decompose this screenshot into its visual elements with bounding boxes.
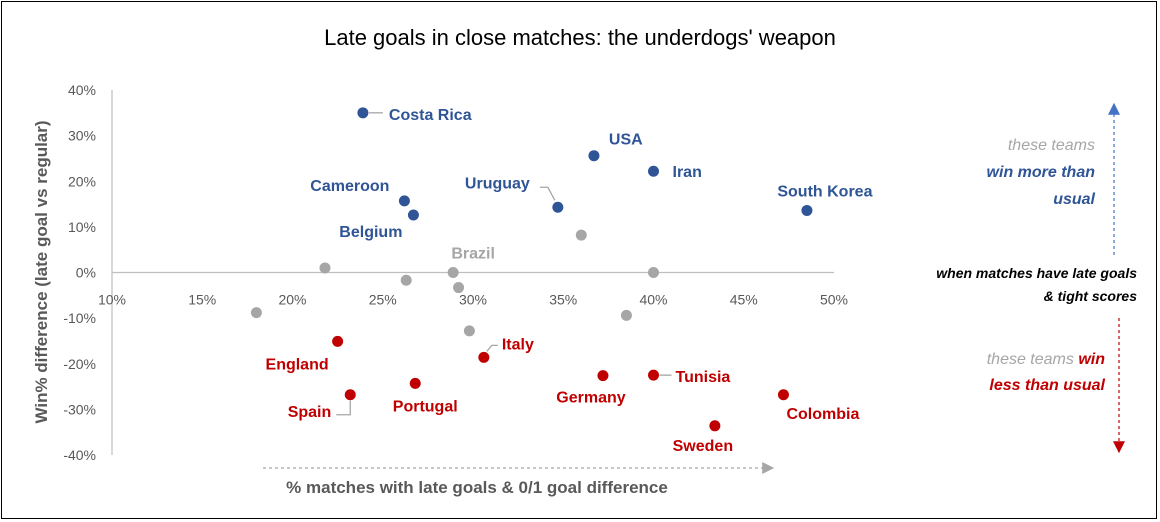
y-tick-label: -40% [63, 447, 96, 463]
point-label: Colombia [786, 406, 859, 423]
point-label: Belgium [339, 224, 402, 241]
point-label: England [266, 356, 329, 373]
annotation-bottom-line1: these teams win [987, 351, 1106, 368]
data-point [453, 282, 465, 294]
x-tick-label: 15% [188, 292, 216, 308]
y-tick-label: -30% [63, 401, 96, 417]
data-point [409, 377, 421, 389]
x-tick-label: 20% [278, 292, 306, 308]
y-tick-label: -10% [63, 310, 96, 326]
y-tick-label: 10% [68, 219, 96, 235]
tick-labels: 10% 15% 20% 25% 30% 35% 40% 45% 50%40%30%20%10%0… [63, 82, 848, 463]
x-tick-label: 10% [98, 292, 126, 308]
leader-lines [336, 112, 672, 416]
point-label: Cameroon [310, 178, 389, 195]
y-tick-label: -20% [63, 356, 96, 372]
chart-title: Late goals in close matches: the underdo… [324, 25, 836, 50]
point-label: Sweden [673, 438, 733, 455]
leader-line [539, 186, 556, 201]
point-label: Portugal [393, 398, 458, 415]
x-axis-label: % matches with late goals & 0/1 goal dif… [286, 478, 668, 497]
data-point [478, 351, 490, 363]
data-point [620, 309, 632, 321]
data-point [463, 325, 475, 337]
annotation-top-line1: these teams [1008, 137, 1095, 154]
annotation-middle-line2: & tight scores [1044, 288, 1138, 304]
x-tick-label: 35% [549, 292, 577, 308]
data-point [575, 229, 587, 241]
data-point [709, 420, 721, 432]
point-label: USA [609, 132, 643, 149]
annotation-bottom-line1-text: these teams [987, 351, 1079, 368]
data-point [400, 274, 412, 286]
x-tick-label: 25% [369, 292, 397, 308]
data-point [319, 262, 331, 274]
data-point [447, 267, 459, 278]
data-point [648, 369, 659, 381]
data-point [801, 204, 813, 216]
y-tick-label: 40% [68, 82, 96, 98]
data-point [407, 209, 419, 221]
y-tick-label: 0% [76, 265, 96, 281]
data-point [250, 307, 262, 319]
annotation-middle-line1: when matches have late goals [936, 265, 1137, 281]
data-point [344, 389, 356, 401]
point-label: Iran [673, 164, 702, 181]
point-label: Spain [288, 404, 332, 421]
x-tick-label: 45% [730, 292, 758, 308]
data-point [648, 267, 659, 278]
x-tick-label: 30% [459, 292, 487, 308]
x-tick-label: 50% [820, 292, 848, 308]
data-point [398, 195, 410, 207]
data-point [588, 150, 600, 162]
data-points [250, 107, 813, 432]
data-point [597, 370, 609, 382]
leader-line [486, 344, 498, 352]
annotation-bottom-line1-emph: win [1078, 351, 1105, 368]
annotation-bottom-line2: less than usual [989, 377, 1105, 394]
annotation-top-line2: win more than [987, 164, 1096, 181]
point-label: Tunisia [676, 369, 731, 386]
axes [111, 90, 834, 455]
x-tick-label: 40% [639, 292, 667, 308]
point-label: Brazil [451, 246, 495, 263]
y-tick-label: 30% [68, 128, 96, 144]
data-point [332, 335, 344, 347]
data-point [552, 201, 564, 213]
point-label: Uruguay [465, 175, 530, 192]
point-label: South Korea [777, 183, 872, 200]
annotation-top-line3: usual [1053, 191, 1095, 208]
data-point [777, 389, 789, 401]
point-label: Italy [502, 336, 534, 353]
point-label: Costa Rica [389, 107, 472, 124]
leader-line [336, 400, 351, 416]
y-tick-label: 20% [68, 173, 96, 189]
point-labels: Costa Rica USA Iran Cameroon Uruguay South Ko… [266, 107, 873, 455]
point-label: Germany [556, 390, 625, 407]
data-point [648, 165, 659, 177]
y-axis-label: Win% difference (late goal vs regular) [32, 120, 51, 423]
data-point [357, 107, 369, 119]
